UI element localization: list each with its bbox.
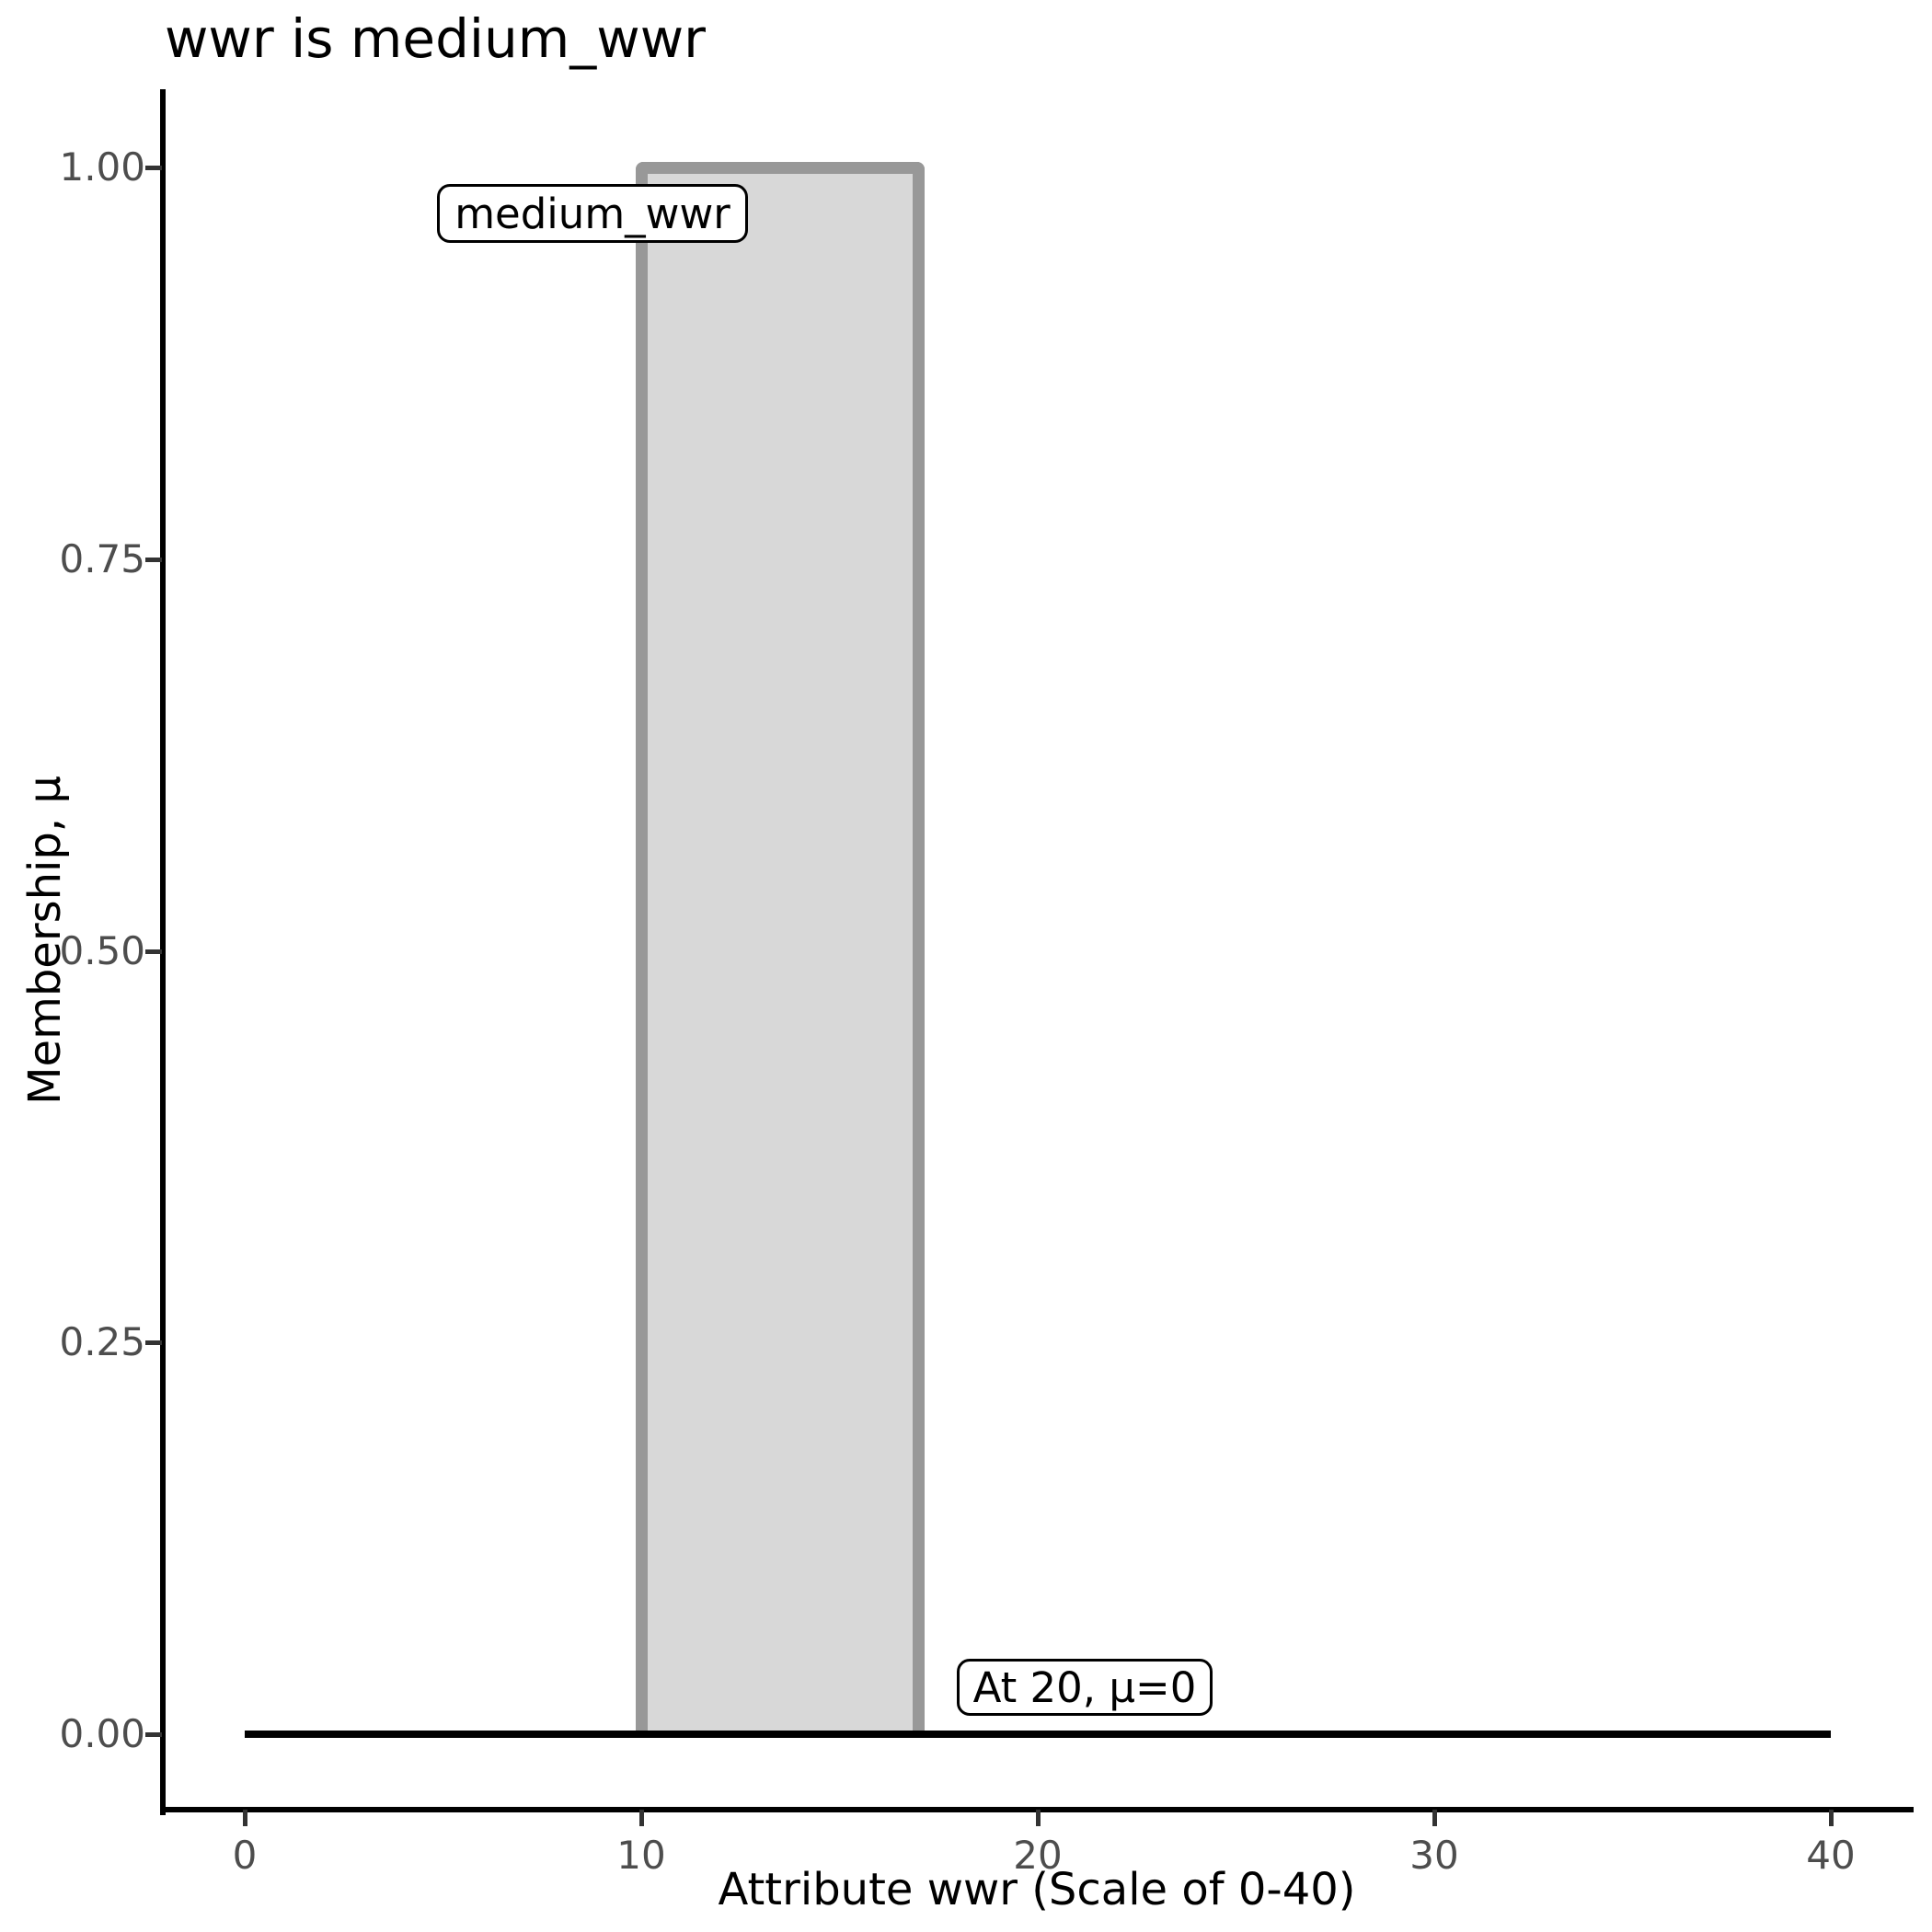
- x-tick-label: 0: [232, 1833, 258, 1878]
- y-tick-mark: [145, 1340, 162, 1346]
- chart-title: wwr is medium_wwr: [165, 7, 707, 70]
- x-axis-title: Attribute wwr (Scale of 0-40): [718, 1864, 1356, 1915]
- x-tick-mark: [1432, 1810, 1437, 1826]
- x-tick-label: 40: [1806, 1833, 1856, 1878]
- y-tick-label: 0.50: [59, 927, 145, 973]
- y-tick-label: 0.00: [59, 1711, 145, 1756]
- y-tick-mark: [145, 949, 162, 954]
- set-name-label: medium_wwr: [454, 189, 730, 238]
- y-tick-mark: [145, 166, 162, 170]
- x-tick-mark: [639, 1810, 644, 1826]
- y-tick-label: 1.00: [59, 144, 145, 190]
- y-tick-mark: [145, 1732, 162, 1737]
- point-annotation-label: At 20, μ=0: [972, 1662, 1197, 1712]
- y-axis-line: [160, 89, 166, 1815]
- y-tick-label: 0.75: [59, 535, 145, 581]
- zero-membership-line: [245, 1731, 1831, 1738]
- y-tick-label: 0.25: [59, 1319, 145, 1365]
- x-tick-label: 30: [1409, 1833, 1459, 1878]
- x-tick-label: 10: [616, 1833, 666, 1878]
- x-tick-label: 20: [1013, 1833, 1063, 1878]
- x-tick-mark: [1036, 1810, 1041, 1826]
- set-name-label-box: medium_wwr: [437, 184, 748, 243]
- x-tick-mark: [243, 1810, 247, 1826]
- x-tick-mark: [1829, 1810, 1834, 1826]
- y-tick-mark: [145, 557, 162, 562]
- membership-rectangle-medium-wwr: [635, 161, 926, 1734]
- point-annotation-box: At 20, μ=0: [957, 1659, 1213, 1716]
